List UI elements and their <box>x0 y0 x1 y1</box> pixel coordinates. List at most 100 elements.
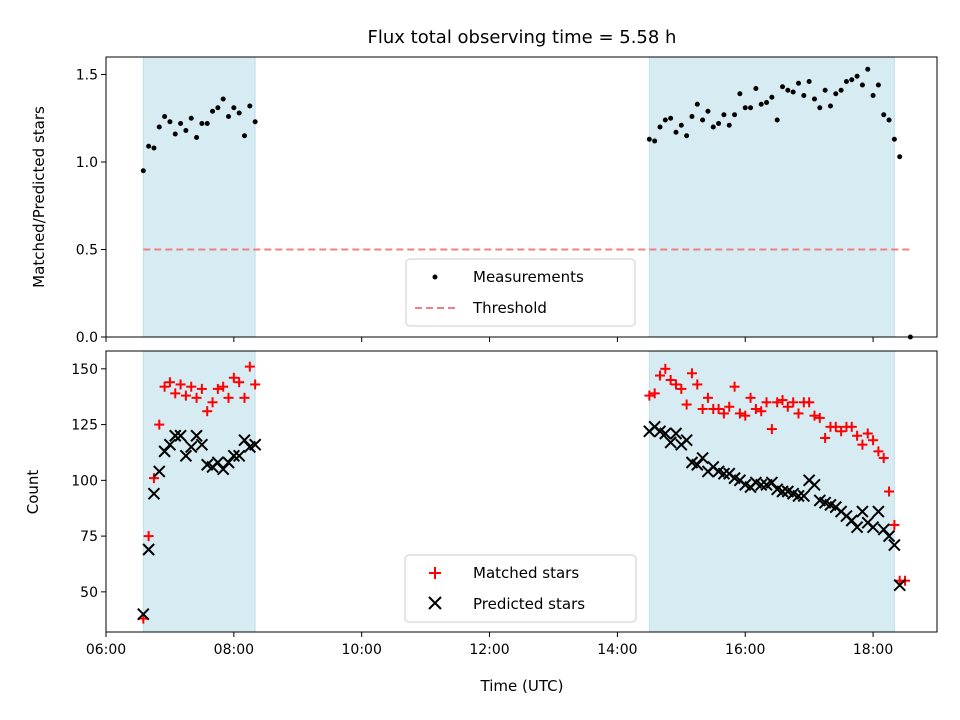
legend-measurements-marker <box>432 274 438 280</box>
top-legend: Measurements Threshold <box>405 258 636 327</box>
measurement-point <box>774 117 780 123</box>
matched-stars-point <box>729 381 740 392</box>
shaded-region-1 <box>142 350 256 633</box>
predicted-stars-point <box>659 427 672 440</box>
matched-stars-point <box>670 379 681 390</box>
bottom-y-axis-ticks: 50 75 100 125 150 <box>71 362 106 601</box>
matched-stars-point <box>697 403 708 414</box>
matched-stars-point <box>724 401 735 412</box>
y-tick-label: 50 <box>80 585 98 601</box>
measurement-point <box>780 84 786 90</box>
matched-stars-point <box>686 368 697 379</box>
matched-stars-point <box>196 383 207 394</box>
measurement-point <box>822 87 828 93</box>
measurement-point <box>668 115 674 121</box>
measurement-point <box>194 135 200 140</box>
measurement-point <box>156 124 162 130</box>
measurement-point <box>210 108 216 114</box>
predicted-stars-point <box>669 427 683 440</box>
matched-stars-point <box>665 374 676 385</box>
measurement-point <box>764 100 770 105</box>
y-tick-label: 0.5 <box>76 243 98 259</box>
y-tick-label: 125 <box>71 418 98 434</box>
matched-stars-point <box>660 363 671 374</box>
matched-stars-point <box>740 410 751 421</box>
predicted-stars-point <box>882 529 896 543</box>
y-tick-label: 1.0 <box>76 155 98 171</box>
measurement-point <box>737 91 743 97</box>
measurement-point <box>236 110 242 116</box>
measurement-point <box>875 82 881 88</box>
x-tick-label: 12:00 <box>469 642 509 658</box>
shaded-region-2 <box>648 350 895 633</box>
top-axes-frame <box>105 56 938 338</box>
matched-stars-point <box>202 406 213 417</box>
predicted-stars-point <box>866 520 880 534</box>
matched-stars-point <box>745 392 756 403</box>
top-legend-box <box>405 258 636 327</box>
measurement-point <box>796 80 801 86</box>
matched-stars-point <box>734 408 745 419</box>
bottom-series <box>137 361 911 624</box>
measurement-point <box>827 103 833 109</box>
matched-stars-point <box>788 397 799 408</box>
legend-predicted-label: Predicted stars <box>473 595 585 613</box>
matched-stars-point <box>655 370 665 381</box>
bottom-axes-frame <box>105 350 938 633</box>
predicted-stars-point <box>808 478 821 492</box>
measurement-point <box>870 93 876 98</box>
measurement-point <box>167 119 173 125</box>
matched-stars-point <box>809 410 820 421</box>
measurement-point <box>252 119 258 125</box>
y-tick-label: 150 <box>71 362 98 378</box>
bottom-x-axis-ticks: 06:00 08:00 10:00 12:00 14:00 16:00 18:00 <box>86 632 893 658</box>
matched-stars-point <box>244 361 255 372</box>
bottom-y-axis-title: Count <box>24 470 42 515</box>
matched-stars-point <box>713 403 724 414</box>
measurement-point <box>891 136 897 142</box>
matched-stars-point <box>793 408 804 419</box>
matched-stars-point <box>884 486 895 497</box>
matched-stars-point <box>777 395 788 406</box>
matched-stars-point <box>228 372 239 383</box>
matched-stars-point <box>207 397 218 408</box>
measurement-point <box>758 101 764 107</box>
matched-stars-point <box>159 381 170 392</box>
top-series <box>140 66 913 340</box>
matched-stars-point <box>804 397 815 408</box>
legend-threshold-label: Threshold <box>472 299 547 317</box>
predicted-stars-point <box>174 429 187 442</box>
legend-measurements-label: Measurements <box>473 268 584 286</box>
predicted-stars-point <box>755 478 768 492</box>
predicted-stars-point <box>163 438 177 451</box>
predicted-stars-point <box>227 449 241 463</box>
measurement-point <box>657 124 663 130</box>
measurement-point <box>646 136 652 142</box>
matched-stars-point <box>212 383 223 394</box>
predicted-stars-point <box>179 449 193 463</box>
x-tick-label: 14:00 <box>597 642 637 658</box>
matched-stars-point <box>820 432 831 443</box>
measurement-point <box>220 96 226 102</box>
matched-stars-point <box>846 421 857 432</box>
top-y-axis-title: Matched/Predicted stars <box>30 106 48 288</box>
matched-stars-point <box>836 426 847 437</box>
measurement-point <box>806 79 812 84</box>
measurement-point <box>178 121 184 126</box>
matched-stars-point <box>250 379 261 390</box>
x-tick-label: 10:00 <box>342 642 382 658</box>
measurement-point <box>881 112 887 118</box>
matched-stars-point <box>175 379 186 390</box>
measurement-point <box>838 87 844 93</box>
measurement-point <box>897 154 903 160</box>
measurement-point <box>721 112 727 118</box>
measurement-point <box>716 121 722 126</box>
x-tick-label: 18:00 <box>853 642 893 658</box>
matched-stars-point <box>676 383 687 394</box>
y-tick-label: 75 <box>80 529 98 545</box>
predicted-stars-point <box>195 438 209 451</box>
measurement-point <box>854 73 860 79</box>
measurement-point <box>140 168 146 174</box>
predicted-stars-point <box>696 451 709 465</box>
